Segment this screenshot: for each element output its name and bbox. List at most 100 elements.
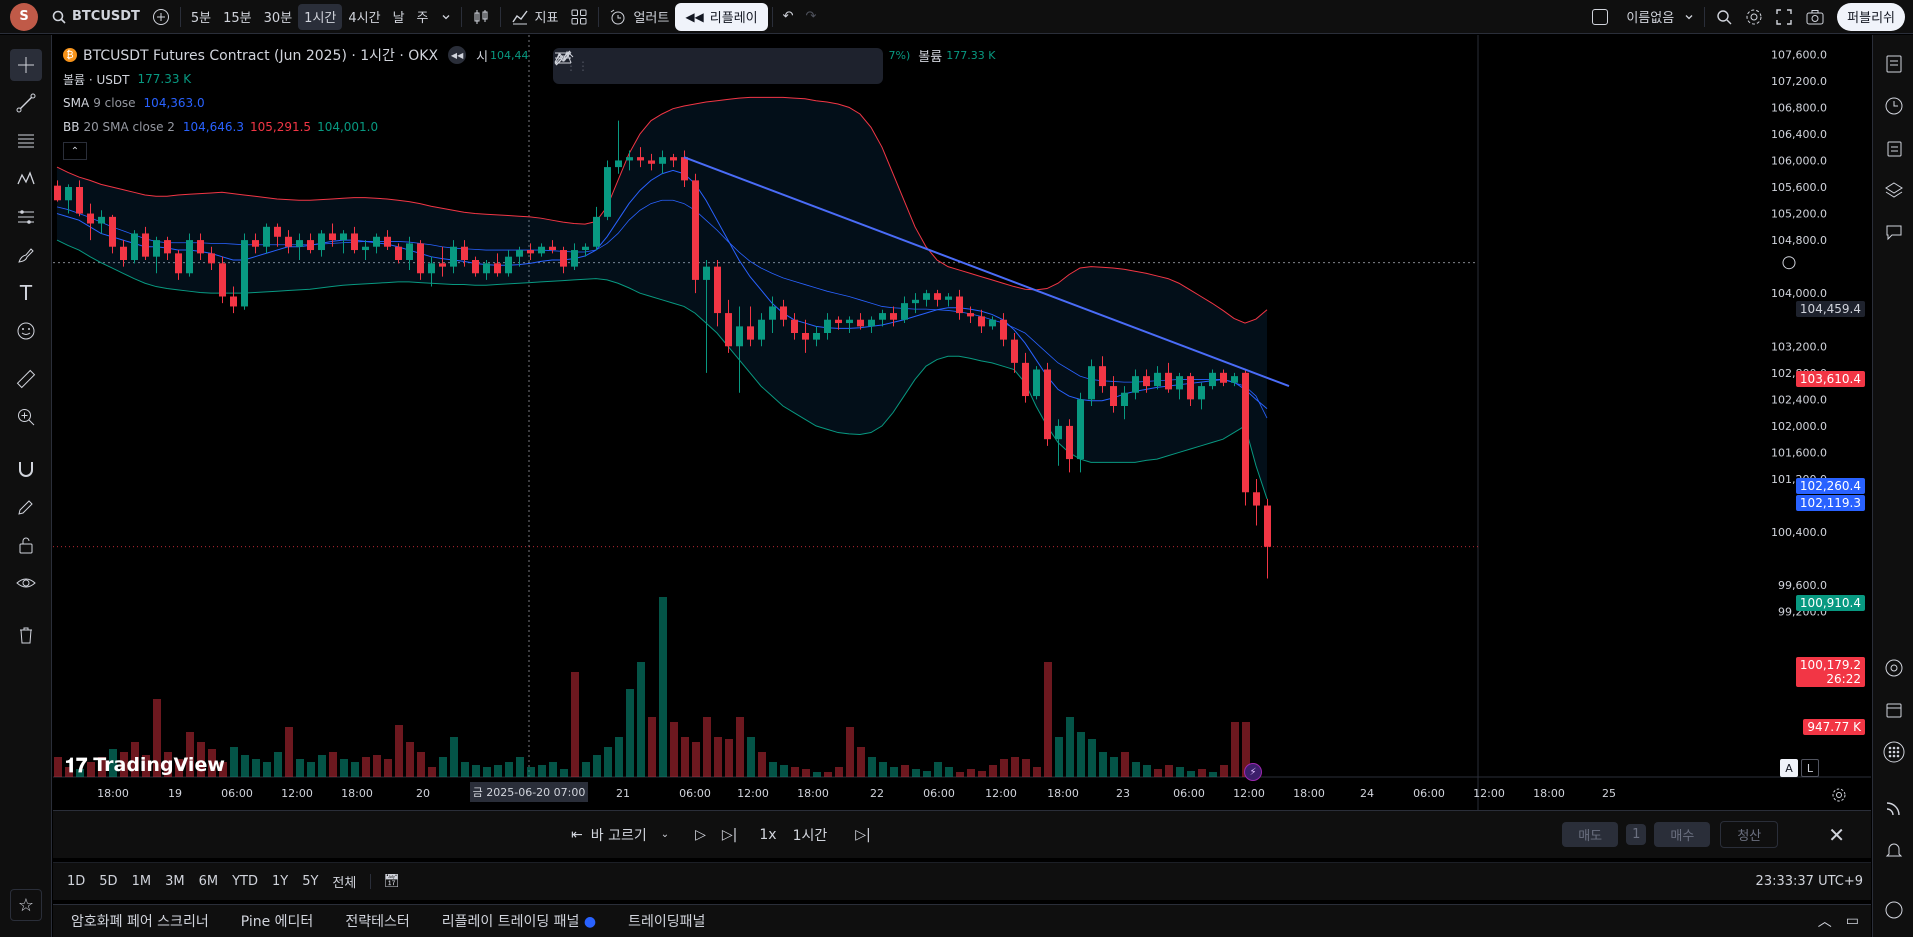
- layout-selector[interactable]: 이름없음: [1586, 4, 1700, 30]
- lightning-icon[interactable]: ⚡: [1244, 763, 1262, 781]
- notes-button[interactable]: [1879, 133, 1909, 163]
- trendline-tool[interactable]: [10, 87, 42, 119]
- log-scale-button[interactable]: L: [1801, 759, 1819, 777]
- calendar-button[interactable]: [1879, 695, 1909, 725]
- replay-back-icon[interactable]: ◀◀: [448, 46, 467, 64]
- interval-week[interactable]: 주: [416, 11, 429, 26]
- alerts-button[interactable]: [1879, 91, 1909, 121]
- legend-sma-row[interactable]: SMA 9 close 104,363.0: [63, 91, 995, 115]
- chart-type-button[interactable]: [466, 4, 496, 30]
- close-position-button[interactable]: 청산: [1720, 821, 1779, 848]
- hide-tool[interactable]: [10, 567, 42, 599]
- notifications-button[interactable]: [1879, 835, 1909, 865]
- text-tool[interactable]: T: [10, 277, 42, 309]
- select-bar-button[interactable]: ⇤ 바 고르기 ⌄: [571, 825, 669, 845]
- lock-tool[interactable]: [10, 529, 42, 561]
- watchlist-button[interactable]: [1879, 49, 1909, 79]
- date-range-picker[interactable]: 📅︎: [370, 874, 400, 889]
- range-3m[interactable]: 3M: [165, 874, 185, 889]
- range-1m[interactable]: 1M: [131, 874, 152, 889]
- volume-bar: [472, 765, 480, 777]
- fullscreen-button[interactable]: [1769, 4, 1799, 30]
- apps-button[interactable]: [1879, 737, 1909, 767]
- interval-15m[interactable]: 15분: [223, 11, 252, 26]
- chart-pane[interactable]: 107,600.0 107,200.0 106,800.0 106,400.0 106,…: [53, 35, 1871, 810]
- tab-pine-editor[interactable]: Pine 에디터: [240, 914, 314, 930]
- long-position-button[interactable]: [555, 52, 847, 80]
- sell-button[interactable]: 매도: [1562, 822, 1619, 847]
- horizontal-ray-button[interactable]: [555, 52, 663, 80]
- ruler-tool[interactable]: [10, 363, 42, 395]
- emoji-tool[interactable]: [10, 315, 42, 347]
- range-5y[interactable]: 5Y: [302, 874, 319, 889]
- magnet-tool[interactable]: [10, 453, 42, 485]
- range-6m[interactable]: 6M: [198, 874, 219, 889]
- panel-collapse-button[interactable]: ︿: [1818, 911, 1832, 931]
- price-chart[interactable]: 107,600.0 107,200.0 106,800.0 106,400.0 106,…: [53, 35, 1871, 810]
- delete-tool[interactable]: [10, 619, 42, 651]
- alert-button[interactable]: 얼러트: [603, 4, 675, 30]
- publish-button[interactable]: 퍼블리쉬: [1837, 2, 1905, 31]
- text-icon: T: [19, 281, 33, 305]
- crosshair-tool[interactable]: [10, 49, 42, 81]
- symbol-search[interactable]: BTCUSDT: [46, 4, 146, 30]
- forecast-tool[interactable]: [10, 201, 42, 233]
- pattern-tool[interactable]: [10, 163, 42, 195]
- legend-bb-row[interactable]: BB 20 SMA close 2 104,646.3 105,291.5 10…: [63, 115, 995, 139]
- jump-to-realtime-button[interactable]: ▷|: [855, 827, 870, 843]
- quantity-field[interactable]: 1: [1626, 824, 1647, 845]
- close-replay-button[interactable]: ✕: [1828, 823, 1845, 847]
- tab-strategy-tester[interactable]: 전략테스터: [345, 914, 410, 930]
- collapse-legend-button[interactable]: ⌃: [63, 142, 87, 160]
- interval-dropdown[interactable]: [435, 4, 457, 30]
- chat-button[interactable]: [1879, 217, 1909, 247]
- step-forward-button[interactable]: ▷|: [722, 827, 737, 843]
- clock-timezone[interactable]: 23:33:37 UTC+9: [1755, 874, 1863, 889]
- panel-maximize-button[interactable]: ▭: [1846, 913, 1859, 929]
- range-1y[interactable]: 1Y: [271, 874, 289, 889]
- quick-search-button[interactable]: [1709, 4, 1739, 30]
- abc-wave-button[interactable]: [554, 51, 810, 80]
- help-button[interactable]: [1879, 895, 1909, 925]
- interval-1h[interactable]: 1시간: [298, 3, 343, 30]
- replay-interval-button[interactable]: 1시간: [792, 827, 828, 844]
- brush-tool[interactable]: [10, 239, 42, 271]
- compare-button[interactable]: [146, 4, 176, 30]
- screenshot-button[interactable]: [1799, 4, 1831, 30]
- redo-button[interactable]: ↷: [800, 4, 823, 30]
- tab-replay-trading-panel[interactable]: 리플레이 트레이딩 패널 ●: [442, 911, 596, 931]
- legend-volume-row[interactable]: 볼륨 · USDT 177.33 K: [63, 67, 995, 91]
- indicators-button[interactable]: 지표: [505, 4, 565, 30]
- interval-5m[interactable]: 5분: [190, 11, 212, 26]
- parallel-channel-button[interactable]: [555, 52, 700, 80]
- auto-scale-button[interactable]: A: [1780, 759, 1798, 777]
- tab-crypto-screener[interactable]: 암호화폐 페어 스크리너: [71, 914, 209, 930]
- play-button[interactable]: ▷: [695, 827, 706, 843]
- elliott-wave-button[interactable]: [554, 52, 773, 80]
- range-all[interactable]: 전체: [332, 876, 357, 891]
- interval-4h[interactable]: 4시간: [348, 11, 381, 26]
- range-1d[interactable]: 1D: [67, 874, 86, 889]
- settings-button[interactable]: [1739, 4, 1769, 30]
- favorites-button[interactable]: ☆: [10, 889, 42, 921]
- ideas-button[interactable]: [1879, 653, 1909, 683]
- xabcd-button[interactable]: [554, 50, 736, 80]
- zoom-tool[interactable]: [10, 401, 42, 433]
- interval-30m[interactable]: 30분: [263, 11, 293, 26]
- replay-button[interactable]: ◀◀ 리플레이: [675, 2, 768, 31]
- range-ytd[interactable]: YTD: [232, 874, 258, 889]
- range-5d[interactable]: 5D: [99, 874, 118, 889]
- speed-button[interactable]: 1x: [759, 826, 777, 843]
- stream-button[interactable]: [1879, 793, 1909, 823]
- fib-tool[interactable]: [10, 125, 42, 157]
- object-tree-button[interactable]: [1879, 175, 1909, 205]
- tab-trading-panel[interactable]: 트레이딩패널: [628, 914, 706, 930]
- lock-drawings-tool[interactable]: [10, 491, 42, 523]
- templates-button[interactable]: [564, 4, 594, 30]
- interval-day[interactable]: 날: [392, 11, 405, 26]
- projection-button[interactable]: [555, 52, 883, 80]
- buy-button[interactable]: 매수: [1654, 822, 1711, 847]
- trend-line-button[interactable]: [555, 50, 626, 80]
- avatar[interactable]: S: [10, 2, 38, 31]
- undo-button[interactable]: ↶: [777, 4, 800, 30]
